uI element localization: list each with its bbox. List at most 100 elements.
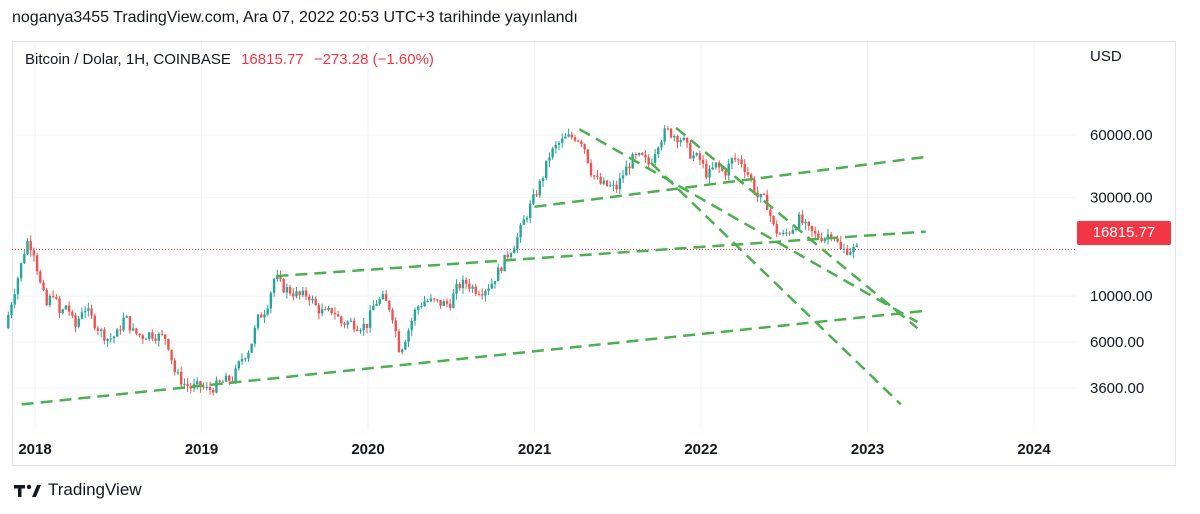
candle-body: [705, 163, 708, 178]
candle-body: [538, 181, 542, 196]
candle-body: [388, 300, 391, 310]
candle-body: [519, 224, 522, 238]
candle-body: [855, 245, 859, 247]
candle-body: [730, 158, 734, 164]
candle-body: [183, 383, 186, 385]
candle-body: [103, 329, 106, 341]
candle-body: [208, 387, 212, 391]
candle-body: [641, 153, 644, 155]
candle-body: [849, 252, 852, 255]
candle-body: [77, 318, 80, 327]
candle-body: [167, 338, 170, 350]
candle-body: [362, 323, 365, 331]
candle-body: [759, 193, 762, 198]
candle-body: [567, 134, 570, 137]
candle-body: [311, 298, 314, 301]
candle-body: [215, 380, 218, 393]
candle-body: [711, 167, 714, 170]
trendline[interactable]: [650, 161, 902, 406]
trendline[interactable]: [675, 126, 919, 330]
candle-body: [7, 315, 10, 329]
candle-body: [253, 327, 257, 344]
candle-body: [304, 290, 308, 297]
candle-body: [685, 137, 689, 143]
candle-body: [836, 238, 839, 242]
candle-body: [19, 263, 23, 279]
chart-frame: [12, 41, 1176, 466]
candle-body: [228, 375, 231, 381]
candle-body: [279, 275, 282, 280]
trendline[interactable]: [578, 128, 919, 324]
candle-body: [247, 352, 250, 359]
footer-brand[interactable]: TradingView: [14, 480, 142, 500]
candle-body: [432, 298, 436, 300]
candle-body: [39, 271, 42, 283]
candle-body: [599, 176, 602, 184]
candle-body: [356, 329, 359, 331]
candle-body: [352, 320, 356, 330]
candle-body: [829, 234, 833, 238]
candle-body: [301, 290, 305, 296]
candle-body: [733, 158, 737, 160]
candle-body: [420, 306, 423, 308]
candle-body: [196, 381, 199, 385]
candle-body: [781, 232, 785, 235]
trendline[interactable]: [276, 230, 926, 278]
candle-body: [426, 301, 429, 303]
candle-body: [468, 283, 471, 289]
trendline[interactable]: [21, 309, 926, 406]
candle-body: [439, 299, 442, 306]
candle-body: [138, 333, 141, 336]
candle-body: [106, 338, 109, 341]
candle-body: [221, 381, 225, 383]
candle-body: [423, 301, 426, 307]
candle-body: [314, 298, 317, 306]
candle-body: [42, 282, 45, 290]
candle-body: [327, 307, 330, 310]
candle-body: [612, 184, 615, 186]
candles: [7, 125, 1076, 396]
candle-body: [80, 312, 84, 319]
candle-body: [333, 313, 337, 315]
candle-body: [717, 162, 721, 168]
candle-body: [615, 184, 618, 190]
candle-body: [269, 292, 273, 309]
price-axis: 60000.00 30000.00 10000.00 6000.00 3600.00: [1090, 127, 1153, 397]
candle-body: [682, 137, 686, 141]
candle-body: [359, 330, 362, 332]
candle-body: [839, 241, 842, 250]
candle-body: [628, 166, 631, 169]
candle-body: [548, 157, 551, 161]
candle-body: [407, 330, 410, 342]
candle-body: [135, 328, 138, 334]
candle-body: [496, 267, 500, 282]
candle-body: [554, 144, 558, 149]
footer-brand-name: TradingView: [48, 480, 142, 499]
candle-body: [394, 320, 397, 332]
candle-body: [61, 309, 64, 314]
candle-body: [10, 304, 13, 316]
candle-body: [561, 138, 564, 143]
candle-body: [308, 296, 311, 301]
candle-body: [317, 305, 321, 314]
candle-body: [237, 361, 241, 369]
candle-body: [698, 153, 702, 160]
candle-body: [122, 317, 125, 331]
candle-body: [404, 341, 407, 350]
candle-body: [448, 303, 452, 308]
candle-body: [788, 232, 791, 234]
candle-body: [218, 380, 221, 382]
candle-body: [634, 154, 638, 156]
candle-body: [845, 248, 849, 255]
candle-body: [749, 174, 753, 180]
candle-body: [769, 209, 772, 216]
candle-body: [157, 333, 160, 341]
candle-body: [714, 162, 718, 168]
candle-body: [147, 332, 151, 339]
candle-body: [455, 284, 458, 294]
candle-body: [35, 255, 39, 272]
candle-body: [429, 298, 433, 302]
trendline[interactable]: [534, 155, 926, 209]
candle-body: [791, 229, 794, 234]
